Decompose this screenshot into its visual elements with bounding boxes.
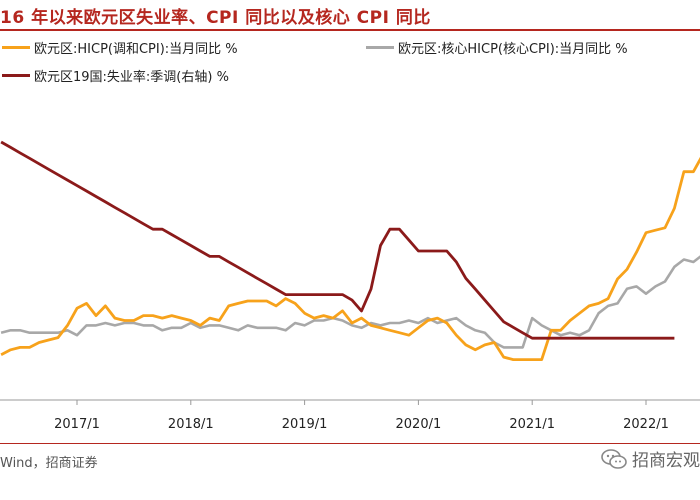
series-line-hicp xyxy=(0,156,700,362)
legend-swatch-core xyxy=(366,46,394,49)
x-tick-label: 2019/1 xyxy=(282,417,328,432)
x-tick-label: 2020/1 xyxy=(396,417,442,432)
x-tick-label: 2018/1 xyxy=(168,417,214,432)
legend-label-core: 欧元区:核心HICP(核心CPI):当月同比 % xyxy=(398,42,628,57)
legend-label-hicp: 欧元区:HICP(调和CPI):当月同比 % xyxy=(34,42,238,57)
footer-divider xyxy=(0,443,700,444)
legend-swatch-unemployment xyxy=(2,74,30,77)
legend-item-core: 欧元区:核心HICP(核心CPI):当月同比 % xyxy=(366,38,628,57)
series-line-unemployment xyxy=(0,140,675,340)
watermark-text: 招商宏观 xyxy=(632,451,700,471)
legend-item-unemployment: 欧元区19国:失业率:季调(右轴) % xyxy=(2,66,229,85)
title-divider xyxy=(0,29,700,31)
chart-title: 16 年以来欧元区失业率、CPI 同比以及核心 CPI 同比 xyxy=(0,8,431,28)
x-tick-label: 2021/1 xyxy=(509,417,555,432)
x-tick-label: 2017/1 xyxy=(54,417,100,432)
legend-item-hicp: 欧元区:HICP(调和CPI):当月同比 % xyxy=(2,38,238,57)
source-note: Wind，招商证券 xyxy=(0,456,98,471)
watermark: 招商宏观 xyxy=(600,446,700,471)
legend-swatch-hicp xyxy=(2,46,30,49)
wechat-icon xyxy=(601,448,627,469)
x-tick-label: 2022/1 xyxy=(623,417,669,432)
legend-label-unemployment: 欧元区19国:失业率:季调(右轴) % xyxy=(34,70,229,85)
series-line-core xyxy=(0,255,700,349)
